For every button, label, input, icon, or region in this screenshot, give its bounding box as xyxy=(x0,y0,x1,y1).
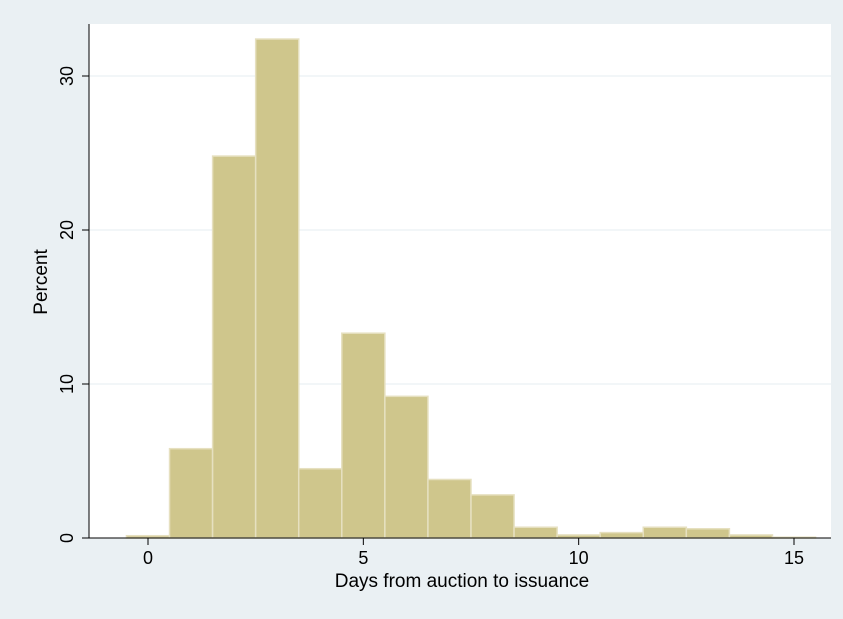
x-tick-label: 0 xyxy=(143,548,153,568)
histogram-bar xyxy=(254,38,300,539)
histogram-bar xyxy=(341,332,386,539)
histogram-bar xyxy=(168,447,214,539)
y-tick-label: 10 xyxy=(57,374,77,394)
x-tick-label: 10 xyxy=(569,548,589,568)
histogram-bar xyxy=(685,528,731,539)
y-tick-label: 0 xyxy=(57,533,77,543)
x-tick-label: 15 xyxy=(784,548,804,568)
histogram-bar xyxy=(470,494,515,539)
tick-labels: 0 10 20 30 0 5 10 15 xyxy=(57,66,804,568)
y-axis-title: Percent xyxy=(31,249,52,315)
histogram-bars xyxy=(125,38,817,539)
y-tick-label: 30 xyxy=(57,66,77,86)
histogram-bar xyxy=(642,526,688,539)
axes xyxy=(88,24,831,539)
histogram-bar xyxy=(384,395,429,539)
histogram-bar xyxy=(513,526,558,539)
x-tick-label: 5 xyxy=(358,548,368,568)
histogram-bar xyxy=(211,155,257,539)
histogram-bar xyxy=(297,467,343,539)
histogram-bar xyxy=(599,531,645,539)
histogram-bar xyxy=(427,478,472,539)
y-tick-label: 20 xyxy=(57,220,77,240)
x-axis-title: Days from auction to issuance xyxy=(335,571,590,592)
